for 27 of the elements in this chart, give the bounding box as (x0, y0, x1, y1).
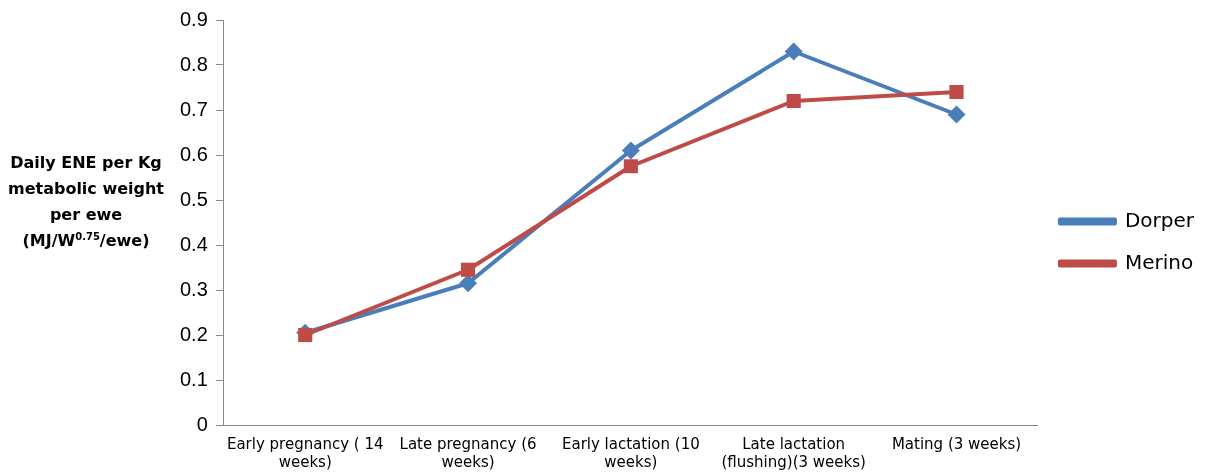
x-tick-label: Mating (3 weeks) (891, 434, 1022, 453)
x-tick-label: Early pregnancy ( 14 weeks) (226, 434, 384, 471)
x-tick-label: Early lactation (10 weeks) (561, 434, 700, 471)
point (784, 42, 803, 61)
legend-label: Dorper (1124, 207, 1195, 232)
y-tick-label: 0.7 (179, 97, 208, 120)
point (949, 84, 964, 100)
x-tick-label: Late lactation (flushing)(3 weeks) (721, 434, 866, 471)
point (460, 262, 476, 277)
y-tick-label: 0.8 (179, 52, 208, 75)
point (298, 327, 313, 343)
point (621, 141, 640, 160)
y-tick-label: 0.2 (179, 322, 208, 345)
x-tick-label: Late pregnancy (6 weeks) (399, 434, 537, 471)
y-tick-label: 0.5 (179, 187, 208, 210)
point (623, 159, 638, 174)
y-tick-label: 0.3 (179, 277, 208, 300)
y-tick-label: 0 (196, 412, 208, 435)
y-axis-title: Daily ENE per Kg metabolic weight per ewe (MJ/W$^{0.75}$/ewe) (6, 152, 165, 252)
point (947, 105, 966, 124)
y-tick-label: 0.9 (179, 7, 208, 30)
y-tick-label: 0.4 (179, 232, 208, 255)
legend-label: Merino (1124, 249, 1194, 274)
point (786, 93, 801, 109)
y-tick-label: 0.1 (179, 367, 208, 390)
y-tick-label: 0.6 (179, 142, 208, 165)
point (459, 274, 478, 293)
